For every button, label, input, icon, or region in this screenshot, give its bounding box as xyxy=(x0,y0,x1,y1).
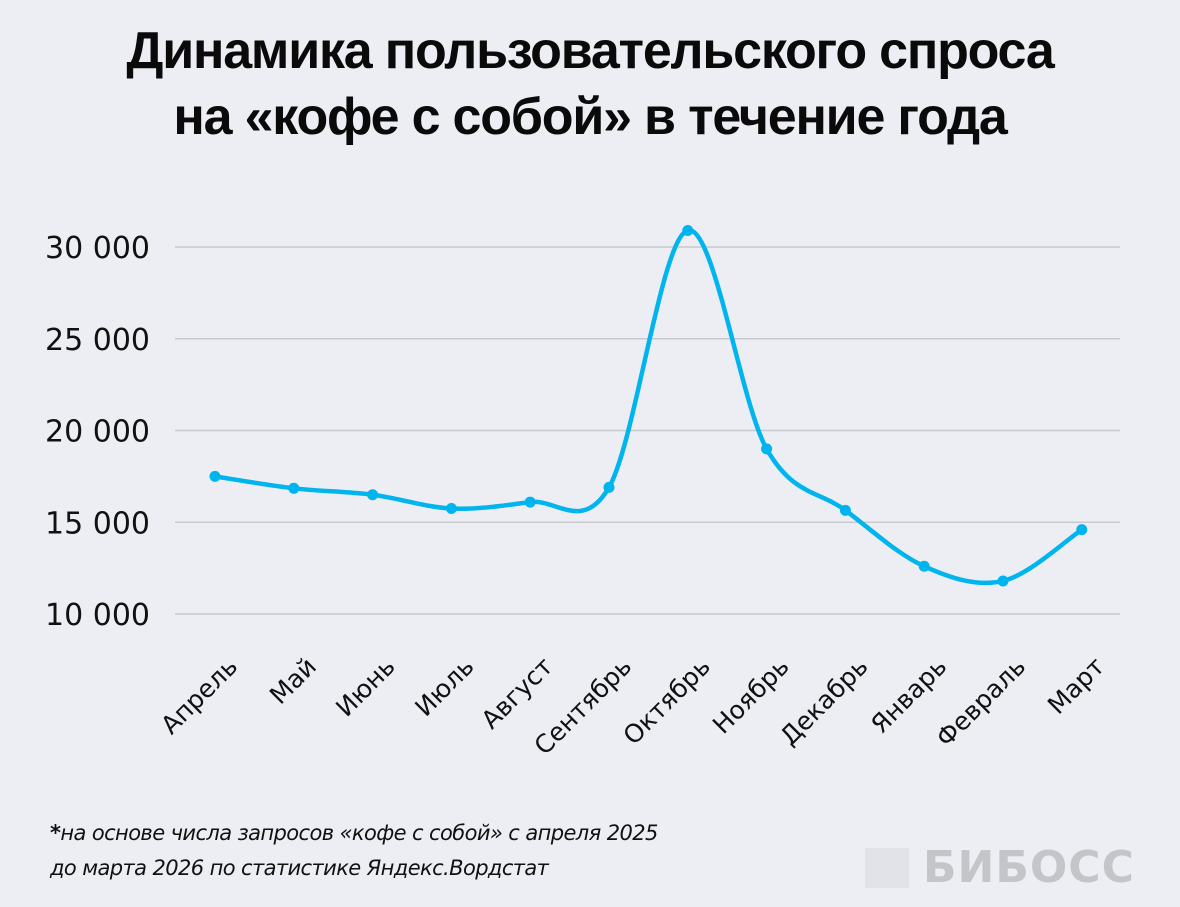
x-tick-label: Июнь xyxy=(330,652,401,723)
x-tick-label: Май xyxy=(264,652,322,710)
chart-title-line-1: Динамика пользовательского спроса xyxy=(126,22,1054,80)
data-point xyxy=(445,502,457,514)
data-point xyxy=(1076,524,1088,536)
data-point xyxy=(918,560,930,572)
data-point xyxy=(603,481,615,493)
y-tick-label: 25 000 xyxy=(45,323,150,358)
footnote-line-1: на основе числа запросов «кофе с собой» … xyxy=(60,821,658,845)
data-point xyxy=(367,489,379,501)
chart-title-line-2: на «кофе с собой» в течение года xyxy=(173,88,1007,146)
x-tick-label: Июль xyxy=(409,652,479,722)
data-point xyxy=(682,224,694,236)
data-point xyxy=(288,482,300,494)
data-point xyxy=(209,470,221,482)
footnote: *на основе числа запросов «кофе с собой»… xyxy=(50,816,658,886)
x-tick-label: Декабрь xyxy=(774,652,873,751)
data-point xyxy=(761,443,773,455)
series-line xyxy=(212,228,1085,586)
x-tick-label: Октябрь xyxy=(617,652,716,751)
y-tick-label: 15 000 xyxy=(45,506,150,541)
footnote-line-2: до марта 2026 по статистике Яндекс.Вордс… xyxy=(50,856,549,880)
data-point xyxy=(524,496,536,508)
logo-wordmark: БИБОСС xyxy=(923,842,1135,893)
y-tick-label: 30 000 xyxy=(45,231,150,266)
logo-mark-icon xyxy=(865,847,909,888)
x-tick-label: Март xyxy=(1042,652,1110,720)
y-tick-label: 10 000 xyxy=(45,598,150,633)
y-tick-label: 20 000 xyxy=(45,415,150,450)
chart-title: Динамика пользовательского спроса на «ко… xyxy=(0,18,1180,150)
x-tick-label: Апрель xyxy=(155,652,243,740)
footnote-star: * xyxy=(50,821,61,845)
data-point xyxy=(997,575,1009,587)
logo: БИБОСС xyxy=(865,842,1135,893)
data-point xyxy=(839,504,851,516)
